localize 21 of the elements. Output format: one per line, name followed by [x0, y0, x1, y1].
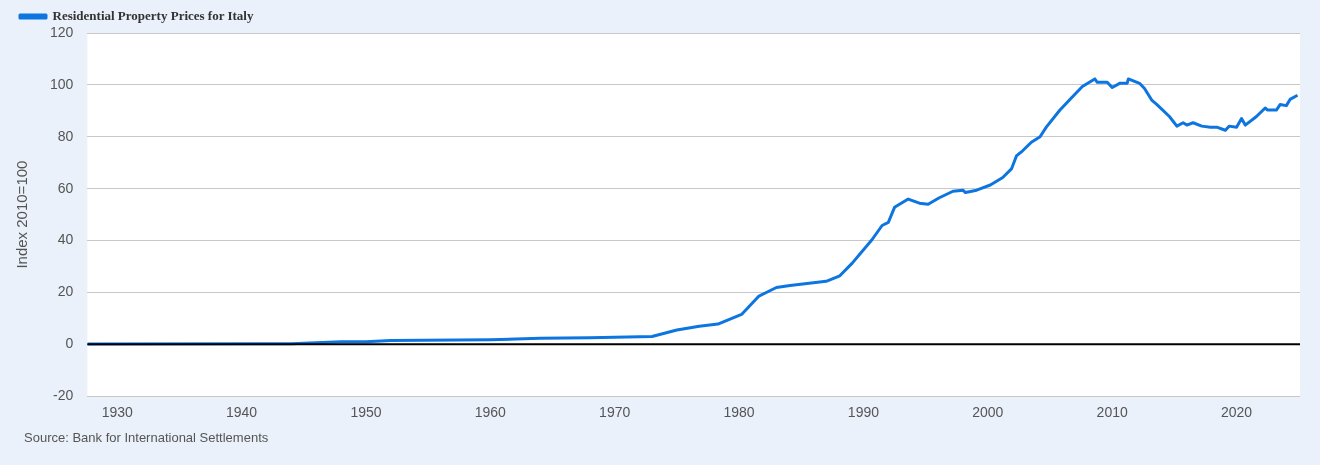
x-tick-label: 1930 [101, 404, 133, 421]
x-tick-label: 1960 [474, 404, 507, 421]
y-tick-label: 0 [65, 335, 74, 352]
y-tick-label: 120 [50, 23, 74, 40]
x-tick-label: 1990 [847, 404, 880, 421]
x-tick-label: 2000 [972, 404, 1004, 421]
x-tick-label: 1970 [599, 404, 631, 421]
legend-label: Residential Property Prices for Italy [52, 7, 254, 23]
source-note: Source: Bank for International Settlements [24, 430, 269, 445]
x-tick-label: 1980 [723, 404, 755, 421]
x-tick-label: 1940 [226, 404, 258, 421]
y-tick-label: 100 [50, 75, 74, 92]
y-tick-label: 80 [57, 127, 74, 144]
x-tick-label: 1950 [350, 404, 382, 421]
x-tick-label: 2020 [1220, 404, 1253, 421]
y-axis-title: Index 2010=100 [13, 160, 31, 269]
y-tick-label: 20 [57, 283, 74, 300]
x-tick-label: 2010 [1096, 404, 1128, 421]
y-tick-label: 60 [57, 179, 74, 196]
y-tick-label: -20 [53, 387, 74, 404]
y-tick-label: 40 [57, 231, 74, 248]
